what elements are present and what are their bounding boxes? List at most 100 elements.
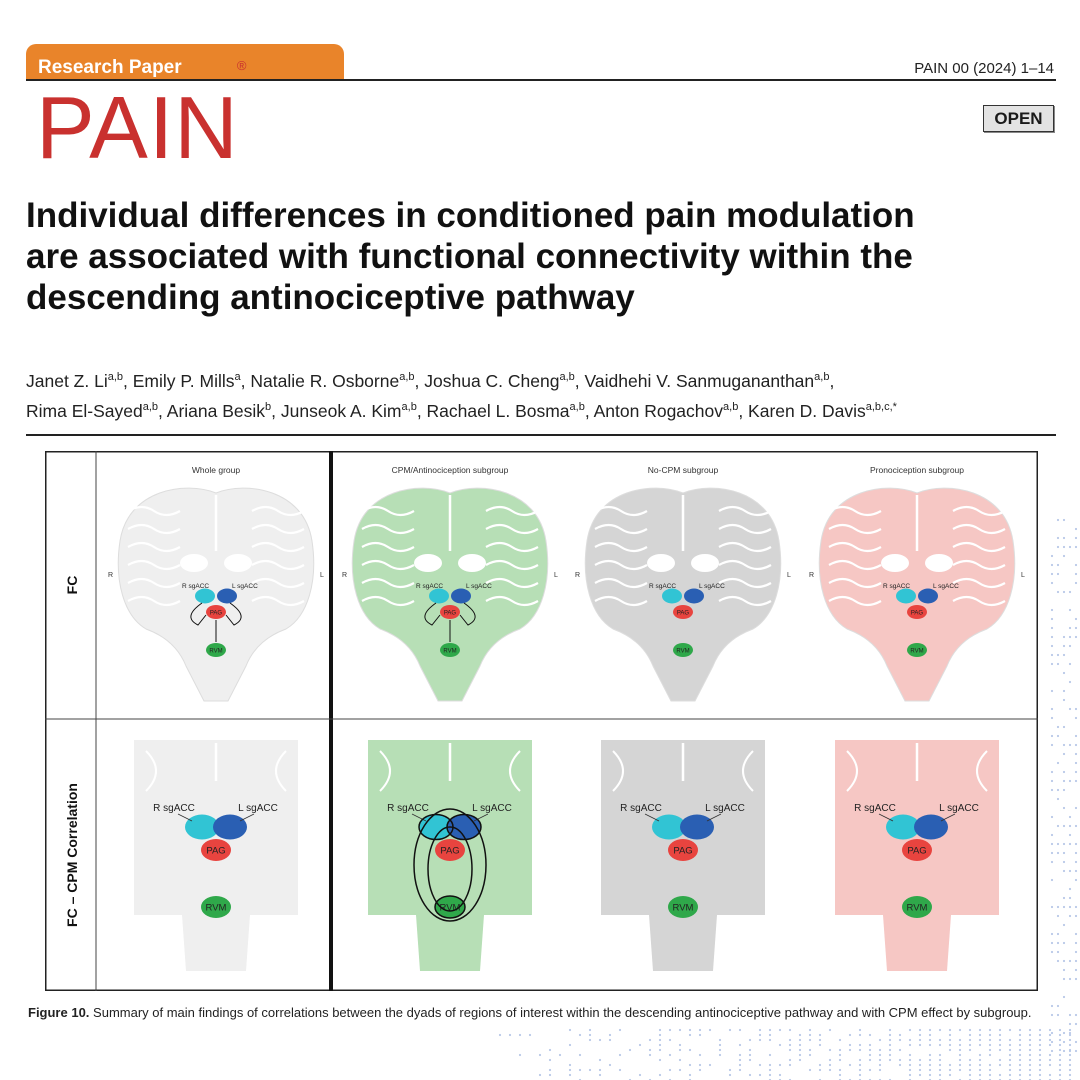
pattern-dot — [1075, 717, 1077, 719]
pattern-dot — [1019, 1039, 1021, 1041]
pattern-dot — [1063, 861, 1065, 863]
pattern-dot — [1075, 1014, 1077, 1016]
pattern-dot — [1057, 942, 1059, 944]
pattern-dot — [979, 1069, 981, 1071]
pattern-dot — [1057, 906, 1059, 908]
pattern-dot — [809, 1069, 811, 1071]
pattern-dot — [769, 1029, 771, 1031]
rvm-label: RVM — [910, 649, 923, 655]
pattern-dot — [1029, 1074, 1031, 1076]
author-affiliation: a,b,c,* — [866, 401, 897, 413]
pattern-dot — [529, 1034, 531, 1036]
pattern-dot — [1063, 1041, 1065, 1043]
pattern-dot — [1069, 1023, 1071, 1025]
pattern-dot — [869, 1054, 871, 1056]
pattern-dot — [749, 1054, 751, 1056]
pattern-dot — [549, 1074, 551, 1076]
pattern-dot — [879, 1049, 881, 1051]
rvm-label: RVM — [673, 903, 694, 914]
pattern-dot — [1063, 996, 1065, 998]
pattern-dot — [1039, 1059, 1041, 1061]
pattern-dot — [539, 1074, 541, 1076]
pattern-dot — [1063, 1050, 1065, 1052]
pattern-dot — [1019, 1054, 1021, 1056]
pattern-dot — [1069, 663, 1071, 665]
pattern-dot — [729, 1069, 731, 1071]
pag-label: PAG — [206, 846, 225, 857]
pattern-dot — [1063, 870, 1065, 872]
side-label-r: R — [809, 572, 814, 579]
pattern-dot — [679, 1049, 681, 1051]
pattern-dot — [929, 1039, 931, 1041]
pattern-dot — [799, 1054, 801, 1056]
author-name: Anton Rogachov — [594, 401, 723, 421]
author-name: Vaidhehi V. Sanmugananthan — [585, 371, 815, 391]
pattern-dot — [689, 1029, 691, 1031]
pattern-dot — [1063, 672, 1065, 674]
column-title: Whole group — [192, 465, 240, 475]
pattern-dot — [769, 1034, 771, 1036]
pattern-dot — [609, 1034, 611, 1036]
pattern-dot — [1057, 915, 1059, 917]
pattern-dot — [889, 1049, 891, 1051]
pattern-dot — [689, 1049, 691, 1051]
pattern-dot — [779, 1074, 781, 1076]
pattern-dot — [1019, 1074, 1021, 1076]
pattern-dot — [599, 1074, 601, 1076]
pattern-dot — [779, 1029, 781, 1031]
pattern-dot — [969, 1029, 971, 1031]
pattern-dot — [819, 1069, 821, 1071]
pattern-dot — [1039, 1044, 1041, 1046]
pattern-dot — [1075, 1023, 1077, 1025]
pattern-dot — [1039, 1064, 1041, 1066]
pattern-dot — [769, 1069, 771, 1071]
pattern-dot — [859, 1049, 861, 1051]
pattern-dot — [999, 1074, 1001, 1076]
pattern-dot — [1069, 1044, 1071, 1046]
pattern-dot — [1009, 1049, 1011, 1051]
pattern-dot — [1075, 852, 1077, 854]
figure-caption: Figure 10. Summary of main findings of c… — [28, 1004, 1068, 1022]
pattern-dot — [959, 1029, 961, 1031]
pattern-dot — [1029, 1029, 1031, 1031]
pattern-dot — [869, 1044, 871, 1046]
pattern-dot — [879, 1054, 881, 1056]
pattern-dot — [1069, 816, 1071, 818]
pattern-dot — [1069, 1074, 1071, 1076]
pattern-dot — [1057, 546, 1059, 548]
pattern-dot — [1049, 1044, 1051, 1046]
pattern-dot — [1059, 1034, 1061, 1036]
r-sgacc-region — [195, 589, 215, 604]
pattern-dot — [649, 1039, 651, 1041]
pattern-dot — [849, 1034, 851, 1036]
pattern-dot — [549, 1049, 551, 1051]
logo-text: PAIN — [36, 78, 239, 177]
pattern-dot — [789, 1064, 791, 1066]
pattern-dot — [599, 1059, 601, 1061]
pattern-dot — [1059, 1044, 1061, 1046]
r-sgacc-region — [429, 589, 449, 604]
side-label-l: L — [320, 572, 324, 579]
pattern-dot — [719, 1049, 721, 1051]
r-sgacc-label: R sgACC — [854, 803, 896, 814]
pattern-dot — [939, 1044, 941, 1046]
side-label-r: R — [342, 572, 347, 579]
pattern-dot — [1057, 564, 1059, 566]
r-sgacc-label: R sgACC — [182, 583, 209, 590]
pattern-dot — [909, 1069, 911, 1071]
author-affiliation: a,b — [108, 371, 123, 383]
pattern-dot — [1063, 825, 1065, 827]
pattern-dot — [1009, 1069, 1011, 1071]
pattern-dot — [969, 1069, 971, 1071]
pattern-dot — [699, 1069, 701, 1071]
pattern-dot — [1051, 1032, 1053, 1034]
pattern-dot — [799, 1034, 801, 1036]
r-sgacc-region — [662, 589, 682, 604]
pattern-dot — [1051, 1050, 1053, 1052]
pattern-dot — [1019, 1034, 1021, 1036]
author-rule — [26, 434, 1056, 436]
pattern-dot — [949, 1029, 951, 1031]
pattern-dot — [739, 1064, 741, 1066]
pattern-dot — [819, 1064, 821, 1066]
pattern-dot — [879, 1059, 881, 1061]
